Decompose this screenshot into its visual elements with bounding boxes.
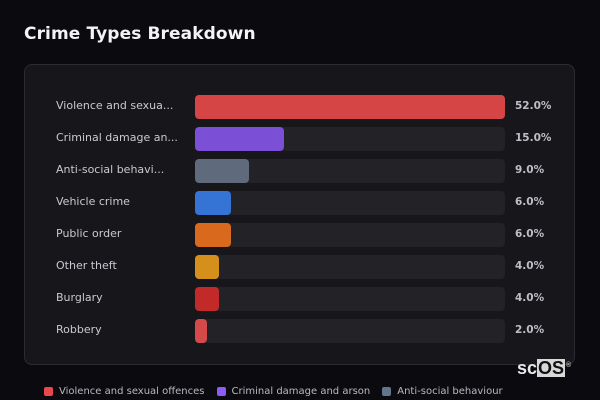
bar-value: 6.0% [515,228,545,240]
bar-fill [195,127,285,151]
logo-boxed: OS [537,358,566,378]
legend-label: Anti-social behaviour [397,386,503,397]
legend-label: Criminal damage and arson [231,386,371,397]
bar-fill [195,223,231,247]
bar-label: Anti-social behavi... [56,163,165,176]
bar-label: Vehicle crime [56,195,130,208]
scos-logo: sc OS ® [517,359,571,377]
bar-value: 9.0% [515,164,545,176]
bar-track [195,255,505,279]
bar-value: 4.0% [515,292,545,304]
bar-value: 4.0% [515,260,545,272]
legend-item[interactable]: Criminal damage and arson [216,386,371,397]
bar-label: Criminal damage an... [56,131,178,144]
bar-value: 6.0% [515,196,545,208]
bar-row[interactable]: Vehicle crime 6.0% [25,191,574,215]
bar-label: Violence and sexua... [56,99,174,112]
bar-value: 2.0% [515,324,545,336]
bar-label: Other theft [56,259,117,272]
bar-fill [195,191,231,215]
bar-fill [195,159,249,183]
bar-track [195,95,505,119]
bar-row[interactable]: Robbery 2.0% [25,319,574,343]
legend-label: Violence and sexual offences [59,386,205,397]
bar-fill [195,95,505,119]
bar-track [195,159,505,183]
chart-legend: Violence and sexual offences Criminal da… [44,386,503,397]
bar-label: Burglary [56,291,103,304]
bar-row[interactable]: Other theft 4.0% [25,255,574,279]
bar-row[interactable]: Violence and sexua... 52.0% [25,95,574,119]
legend-item[interactable]: Anti-social behaviour [382,386,503,397]
bar-track [195,223,505,247]
bar-label: Robbery [56,323,102,336]
bar-row[interactable]: Public order 6.0% [25,223,574,247]
legend-swatch-icon [216,387,226,396]
chart-title: Crime Types Breakdown [24,24,256,44]
logo-prefix: sc [517,358,538,378]
bar-track [195,319,505,343]
bar-label: Public order [56,227,122,240]
bar-row[interactable]: Burglary 4.0% [25,287,574,311]
bar-row[interactable]: Anti-social behavi... 9.0% [25,159,574,183]
legend-item[interactable]: Violence and sexual offences [44,386,205,397]
bar-fill [195,319,207,343]
bar-track [195,287,505,311]
bar-row[interactable]: Criminal damage an... 15.0% [25,127,574,151]
bar-track [195,191,505,215]
legend-swatch-icon [382,387,392,396]
bar-fill [195,255,219,279]
bar-track [195,127,505,151]
legend-swatch-icon [44,387,53,396]
chart-card: Violence and sexua... 52.0% Criminal dam… [24,64,575,365]
bar-fill [195,287,219,311]
registered-mark-icon: ® [566,362,572,369]
bar-value: 15.0% [515,132,552,144]
bar-value: 52.0% [515,100,552,112]
